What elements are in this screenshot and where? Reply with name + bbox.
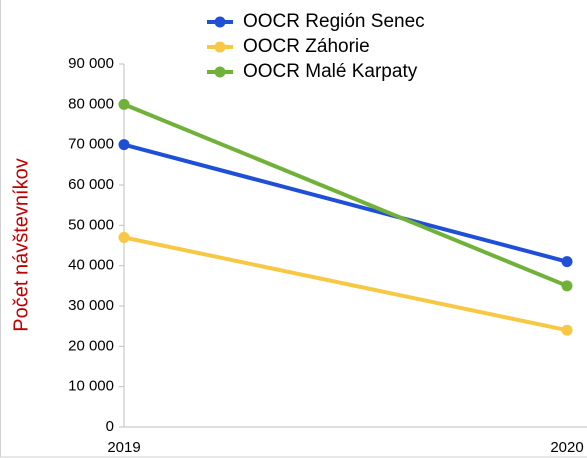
data-point <box>561 256 573 268</box>
y-tick-label: 10 000 <box>68 378 114 395</box>
legend-label: OOCR Región Senec <box>243 11 425 32</box>
y-tick-label: 60 000 <box>68 176 114 193</box>
legend-marker <box>214 41 226 53</box>
legend-marker <box>214 16 226 28</box>
x-tick-label: 2019 <box>107 439 140 456</box>
legend-label: OOCR Záhorie <box>243 36 370 57</box>
y-tick-label: 70 000 <box>68 136 114 153</box>
series-line <box>123 142 568 264</box>
data-point <box>118 98 130 110</box>
legend-label: OOCR Malé Karpaty <box>243 61 418 82</box>
y-tick-label: 30 000 <box>68 297 114 314</box>
x-tick-label: 2020 <box>550 439 583 456</box>
data-point <box>561 280 573 292</box>
series-line <box>123 102 568 288</box>
y-tick-label: 80 000 <box>68 95 114 112</box>
data-point <box>118 231 130 243</box>
y-tick-label: 40 000 <box>68 257 114 274</box>
y-tick-label: 20 000 <box>68 337 114 354</box>
y-tick-label: 50 000 <box>68 216 114 233</box>
series-line <box>123 235 568 333</box>
y-axis-label: Počet návštevníkov <box>10 158 32 331</box>
data-point <box>118 139 130 151</box>
y-tick-label: 0 <box>106 418 114 435</box>
data-point <box>561 324 573 336</box>
legend-marker <box>214 66 226 78</box>
y-tick-label: 90 000 <box>68 55 114 72</box>
